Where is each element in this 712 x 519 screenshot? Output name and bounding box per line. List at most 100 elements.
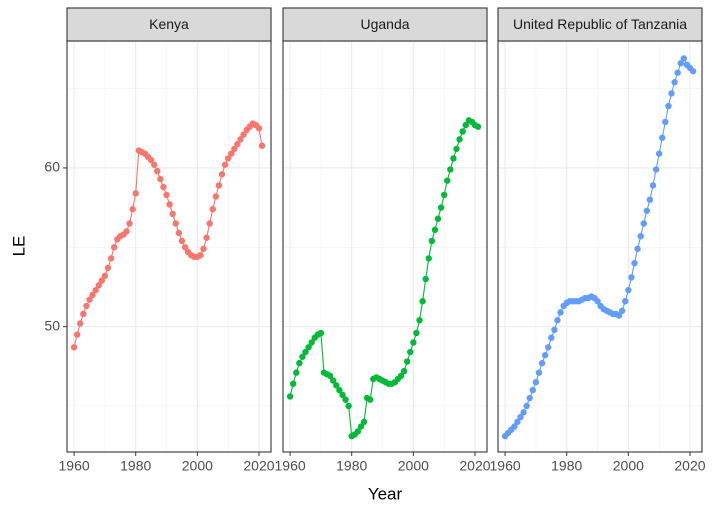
data-point — [237, 136, 244, 143]
data-point — [169, 210, 176, 218]
data-point — [326, 372, 334, 380]
data-point — [538, 359, 546, 367]
data-point — [200, 245, 207, 253]
data-point — [160, 183, 167, 191]
strip-label: United Republic of Tanzania — [513, 16, 687, 32]
data-point — [234, 140, 241, 148]
strip — [282, 7, 488, 42]
data-point — [631, 259, 638, 267]
data-point — [70, 344, 78, 351]
data-point — [634, 245, 641, 253]
data-point — [333, 382, 340, 389]
data-point — [403, 358, 411, 365]
data-point — [413, 329, 420, 337]
x-tick-label: 1960 — [275, 458, 306, 474]
data-point — [73, 331, 81, 338]
data-point — [520, 409, 527, 416]
data-point — [172, 220, 179, 227]
data-point — [437, 204, 445, 211]
data-point — [450, 155, 457, 162]
data-point — [360, 418, 368, 426]
data-point — [209, 206, 216, 213]
data-point — [80, 310, 87, 318]
x-tick-label: 2000 — [398, 458, 429, 474]
data-point — [637, 232, 644, 240]
data-point — [157, 175, 164, 183]
data-point — [428, 237, 436, 245]
data-point — [163, 191, 170, 199]
y-tick-label: 50 — [44, 317, 60, 333]
data-point — [410, 339, 417, 346]
data-point — [345, 402, 352, 410]
data-point — [228, 150, 235, 157]
data-point — [459, 128, 466, 135]
strip-label: Uganda — [360, 16, 409, 32]
x-tick-label: 1980 — [120, 458, 151, 474]
data-point — [89, 291, 96, 299]
data-point — [126, 220, 133, 227]
data-point — [77, 320, 84, 327]
data-point — [671, 79, 678, 86]
data-point — [554, 317, 561, 324]
data-point — [548, 334, 555, 341]
x-axis-title: Year — [368, 484, 403, 503]
data-point — [107, 255, 115, 262]
panel-background — [498, 41, 702, 452]
data-point — [640, 220, 647, 227]
data-point — [622, 298, 629, 305]
data-point — [526, 394, 533, 402]
data-point — [289, 380, 297, 387]
data-point — [221, 161, 229, 168]
data-point — [212, 193, 220, 200]
data-point — [447, 166, 454, 173]
data-point — [419, 298, 426, 305]
data-point — [400, 367, 408, 375]
data-point — [166, 201, 173, 208]
data-point — [98, 277, 106, 284]
data-point — [203, 234, 210, 241]
data-point — [689, 67, 697, 75]
data-point — [659, 134, 666, 141]
data-point — [397, 372, 405, 380]
data-point — [545, 344, 552, 351]
data-point — [299, 353, 306, 360]
data-point — [305, 344, 312, 351]
x-tick-label: 1980 — [336, 458, 367, 474]
data-point — [422, 275, 429, 283]
data-point — [224, 155, 232, 162]
data-point — [649, 182, 657, 189]
data-point — [665, 102, 672, 110]
y-axis-title: LE — [9, 236, 28, 257]
data-point — [425, 255, 432, 262]
data-point — [517, 413, 524, 421]
data-point — [86, 296, 93, 303]
data-point — [677, 60, 684, 67]
data-point — [474, 123, 482, 130]
strip-label: Kenya — [149, 16, 189, 32]
data-point — [456, 136, 463, 143]
panel-background — [283, 41, 487, 452]
x-tick-label: 2020 — [459, 458, 490, 474]
data-point — [231, 145, 238, 153]
data-point — [594, 298, 601, 305]
data-point — [674, 69, 681, 76]
data-point — [511, 423, 518, 430]
data-point — [206, 220, 213, 227]
data-point — [258, 142, 266, 149]
data-point — [175, 229, 183, 237]
x-tick-label: 2000 — [613, 458, 644, 474]
data-point — [628, 274, 635, 281]
data-point — [625, 286, 632, 294]
data-point — [643, 207, 651, 214]
data-point — [662, 118, 669, 126]
data-point — [541, 352, 549, 359]
data-point — [367, 396, 374, 403]
x-tick-label: 1960 — [490, 458, 521, 474]
data-point — [104, 264, 112, 272]
data-point — [147, 156, 155, 164]
y-tick-label: 60 — [44, 159, 60, 175]
x-tick-label: 1960 — [59, 458, 90, 474]
data-point — [434, 215, 442, 222]
data-point — [95, 282, 102, 289]
